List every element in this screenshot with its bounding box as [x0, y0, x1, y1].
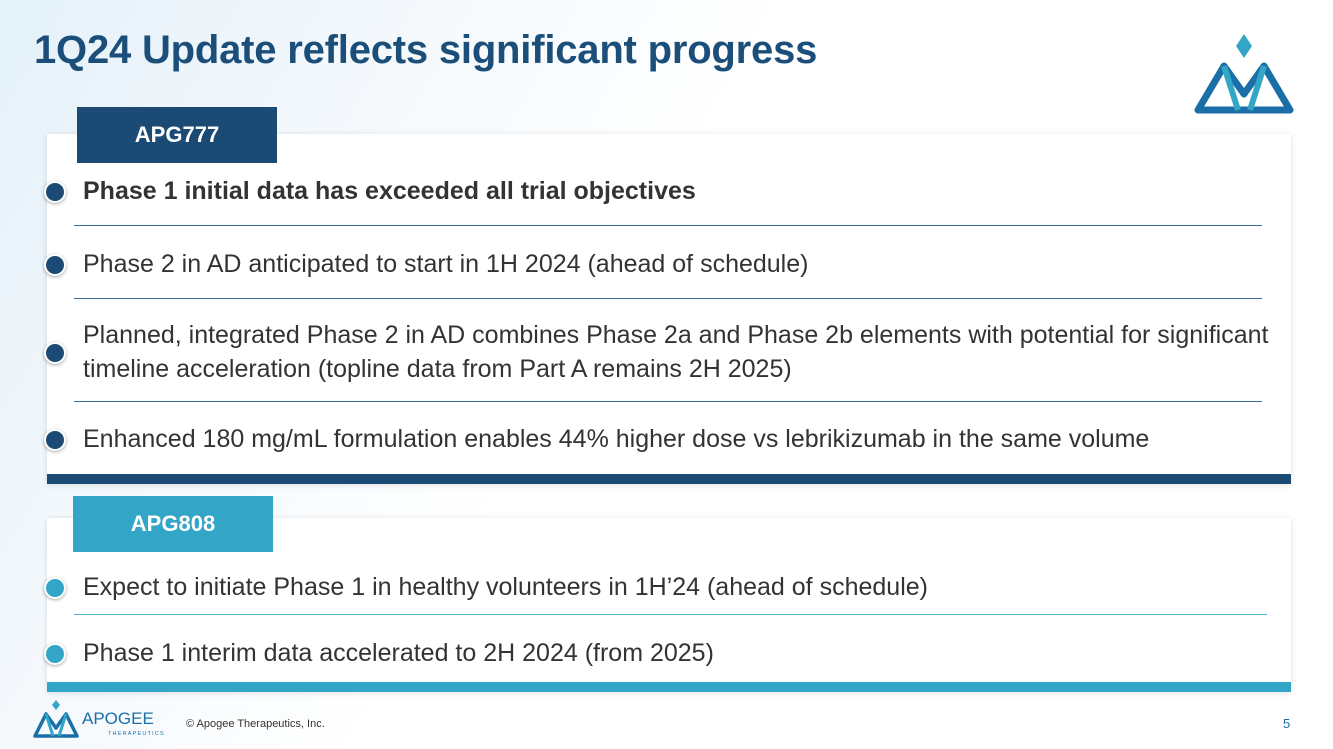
footer-brand-sub: THERAPEUTICS — [108, 731, 165, 737]
page-number: 5 — [1283, 716, 1291, 731]
divider — [74, 298, 1262, 299]
apg808-tag: APG808 — [73, 496, 273, 552]
slide-title: 1Q24 Update reflects significant progres… — [34, 28, 818, 72]
apg777-tag: APG777 — [77, 107, 277, 163]
list-item-text: Phase 1 initial data has exceeded all tr… — [83, 177, 696, 205]
bullet-icon — [44, 181, 66, 203]
list-item-text: Enhanced 180 mg/mL formulation enables 4… — [83, 425, 1150, 453]
divider — [74, 614, 1267, 615]
apogee-logo-icon — [1194, 34, 1294, 114]
divider — [74, 225, 1262, 226]
list-item-text: Expect to initiate Phase 1 in healthy vo… — [83, 573, 928, 601]
bullet-icon — [44, 643, 66, 665]
bullet-icon — [44, 429, 66, 451]
bullet-icon — [44, 254, 66, 276]
list-item-text: Planned, integrated Phase 2 in AD combin… — [83, 321, 1269, 383]
footer-brand-name: APOGEE — [82, 709, 154, 728]
copyright-text: © Apogee Therapeutics, Inc. — [186, 718, 325, 730]
divider — [74, 401, 1262, 402]
list-item-text: Phase 2 in AD anticipated to start in 1H… — [83, 250, 809, 278]
list-item-text: Phase 1 interim data accelerated to 2H 2… — [83, 639, 714, 667]
bullet-icon — [44, 342, 66, 364]
apogee-footer-logo-icon: APOGEE THERAPEUTICS — [33, 700, 165, 738]
apg777-panel — [47, 134, 1291, 484]
bullet-icon — [44, 577, 66, 599]
